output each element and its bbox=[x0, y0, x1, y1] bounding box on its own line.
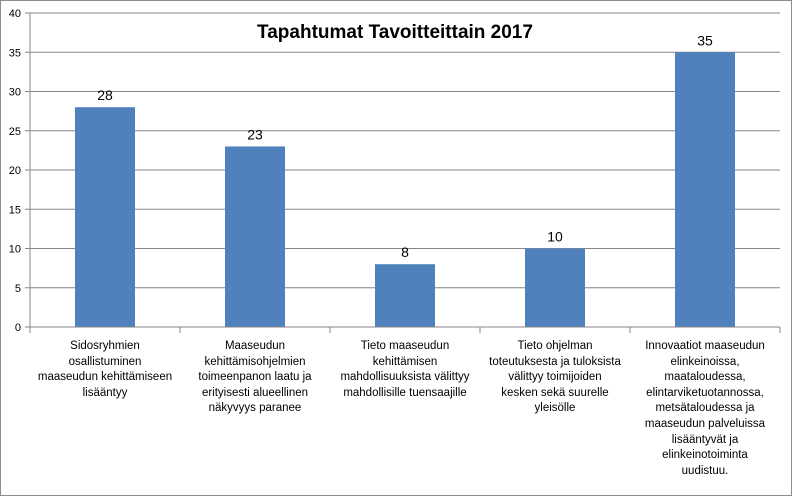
x-category-label-line: elinkeinoissa, bbox=[670, 355, 740, 368]
x-category-label-line: elintarviketuotannossa, bbox=[646, 386, 764, 399]
x-category-label-line: Tieto maaseudun bbox=[360, 340, 450, 352]
bar bbox=[375, 264, 435, 327]
x-category-label-line: yleisölle bbox=[534, 402, 576, 415]
bar-value-label: 35 bbox=[697, 32, 713, 48]
y-tick-label: 20 bbox=[9, 165, 21, 177]
bar bbox=[225, 146, 285, 327]
x-category-label-line: lisääntyy bbox=[82, 386, 128, 399]
gridlines bbox=[25, 12, 780, 328]
bar-value-label: 8 bbox=[401, 244, 409, 260]
x-category-label-line: kehittämisohjelmien bbox=[204, 355, 306, 368]
x-category-label-line: näkyvyys paranee bbox=[208, 402, 302, 415]
x-category-label: Tieto maaseudun kehittämisen mahdollisuuks… bbox=[332, 339, 478, 401]
x-category-label-line: Maaseudun bbox=[224, 340, 286, 352]
x-category-label-line: lisääntyvät ja bbox=[671, 433, 739, 446]
y-tick-label: 15 bbox=[9, 204, 21, 216]
y-tick-label: 40 bbox=[9, 8, 21, 20]
data-labels: 28 23 8 10 35 bbox=[97, 32, 713, 260]
bar bbox=[75, 107, 135, 327]
y-tick-label: 5 bbox=[15, 283, 21, 295]
x-category-label-line: kesken sekä suurelle bbox=[501, 386, 609, 399]
x-category-label: Innovaatiot maaseudun elinkeinoissa, maata… bbox=[632, 339, 778, 479]
x-category-label-line: Tieto ohjelman bbox=[517, 340, 593, 352]
x-category-label-line: Innovaatiot maaseudun bbox=[645, 340, 765, 352]
x-category-label-line: maaseudun palveluissa bbox=[644, 417, 766, 430]
x-category-label-line: välittyy toimijoiden bbox=[508, 371, 602, 384]
bar-value-label: 23 bbox=[247, 126, 263, 142]
y-tick-label: 0 bbox=[15, 322, 21, 334]
y-tick-label: 35 bbox=[9, 47, 21, 59]
x-category-label: Maaseudun kehittämisohjelmien toimeenpanon… bbox=[182, 339, 328, 417]
x-category-label-line: Sidosryhmien bbox=[70, 340, 140, 352]
bar-value-label: 10 bbox=[547, 229, 563, 245]
x-category-label-line: kehittämisen bbox=[372, 355, 438, 368]
x-category-label-line: maataloudessa, bbox=[664, 371, 746, 384]
x-category-label-line: mahdollisuuksista välittyy bbox=[340, 371, 470, 384]
x-category-label: Sidosryhmien osallistuminen maaseudun kehi… bbox=[32, 339, 178, 401]
bar bbox=[525, 248, 585, 327]
x-category-label-line: toimeenpanon laatu ja bbox=[198, 371, 312, 384]
x-category-label-line: osallistuminen bbox=[68, 355, 142, 368]
y-tick-label: 10 bbox=[9, 244, 21, 256]
x-category-label-line: elinkeinotoiminta bbox=[662, 449, 748, 462]
x-category-label-line: uudistuu. bbox=[681, 464, 729, 477]
bars bbox=[75, 52, 735, 327]
y-tick-label: 25 bbox=[9, 126, 21, 138]
axes bbox=[29, 13, 781, 333]
y-tick-label: 30 bbox=[9, 87, 21, 99]
x-category-label-line: erityisesti alueellinen bbox=[201, 386, 309, 399]
x-category-label-line: mahdollisille tuensaajille bbox=[343, 386, 467, 399]
y-axis-tick-labels: 0 5 10 15 20 25 30 35 40 bbox=[9, 8, 21, 334]
x-category-label: Tieto ohjelman toteutuksesta ja tuloksist… bbox=[482, 339, 628, 417]
bar bbox=[675, 52, 735, 327]
x-category-label-line: maaseudun kehittämiseen bbox=[37, 371, 173, 384]
chart-title: Tapahtumat Tavoitteittain 2017 bbox=[257, 22, 533, 43]
bar-value-label: 28 bbox=[97, 87, 113, 103]
x-category-label-line: toteutuksesta ja tuloksista bbox=[489, 355, 621, 368]
x-category-label-line: metsätaloudessa ja bbox=[655, 402, 755, 415]
